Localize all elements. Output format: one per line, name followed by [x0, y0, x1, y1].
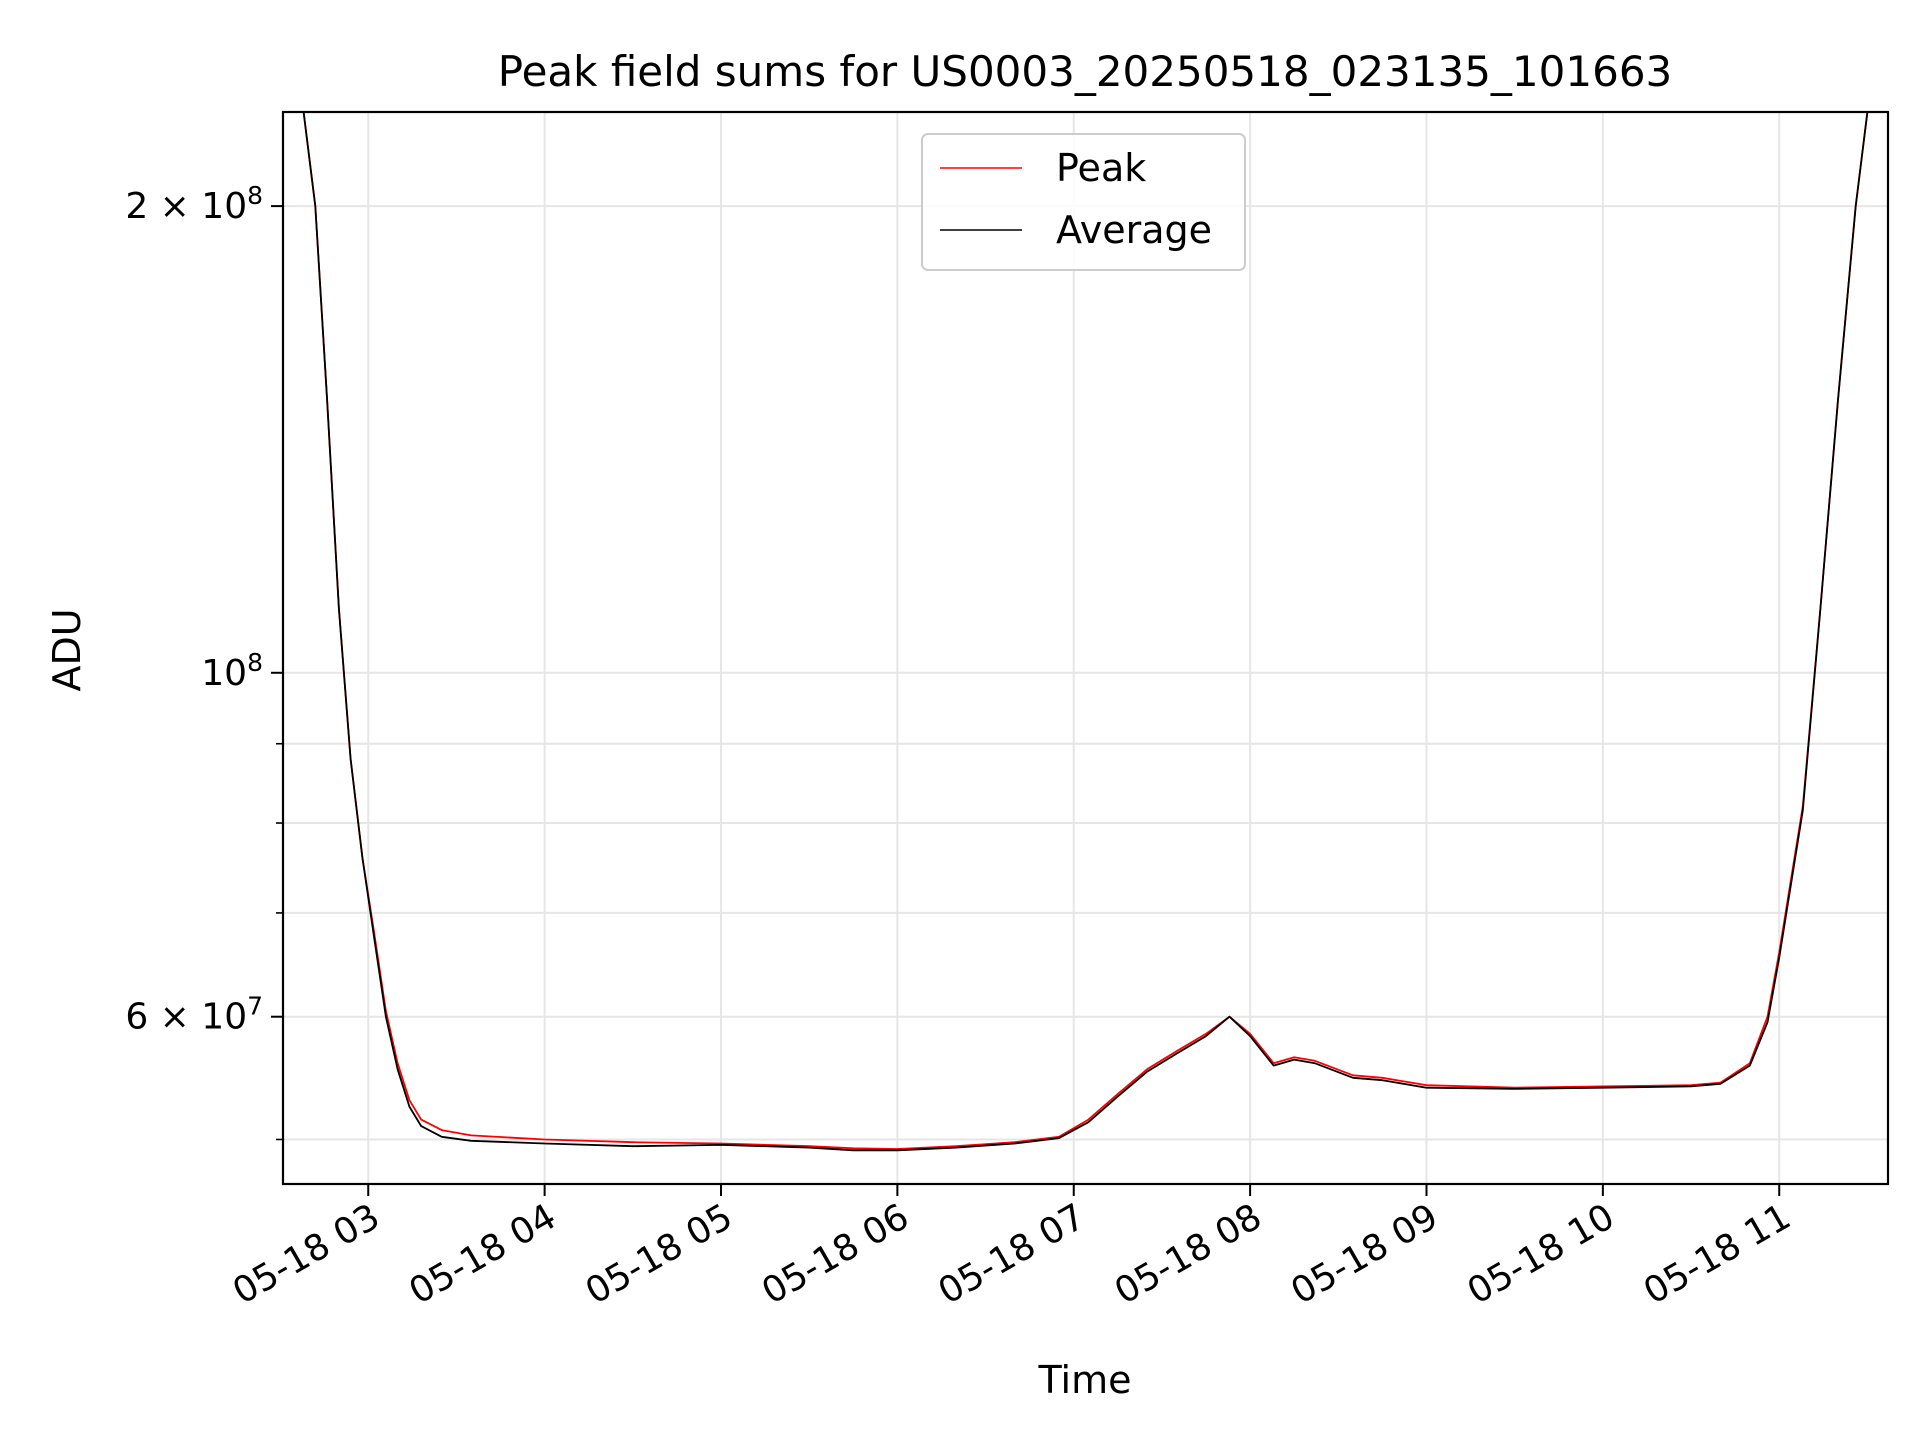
legend: Peak Average: [921, 133, 1246, 271]
chart-title: Peak field sums for US0003_20250518_0231…: [498, 47, 1673, 96]
plot-frame: [281, 110, 1890, 1186]
series-line-average: [283, 112, 1888, 1152]
y-axis: 2 × 108 108 6 × 107: [125, 181, 283, 1141]
y-axis-label: ADU: [45, 608, 89, 691]
y-tick-label: 2 × 108: [125, 181, 263, 227]
series-layer: [283, 112, 1888, 1152]
y-tick-label: 108: [201, 648, 263, 694]
legend-label-average: Average: [1056, 208, 1212, 252]
x-axis-label: Time: [1038, 1358, 1132, 1402]
y-tick-label: 6 × 107: [125, 992, 263, 1038]
legend-label-peak: Peak: [1056, 146, 1146, 190]
